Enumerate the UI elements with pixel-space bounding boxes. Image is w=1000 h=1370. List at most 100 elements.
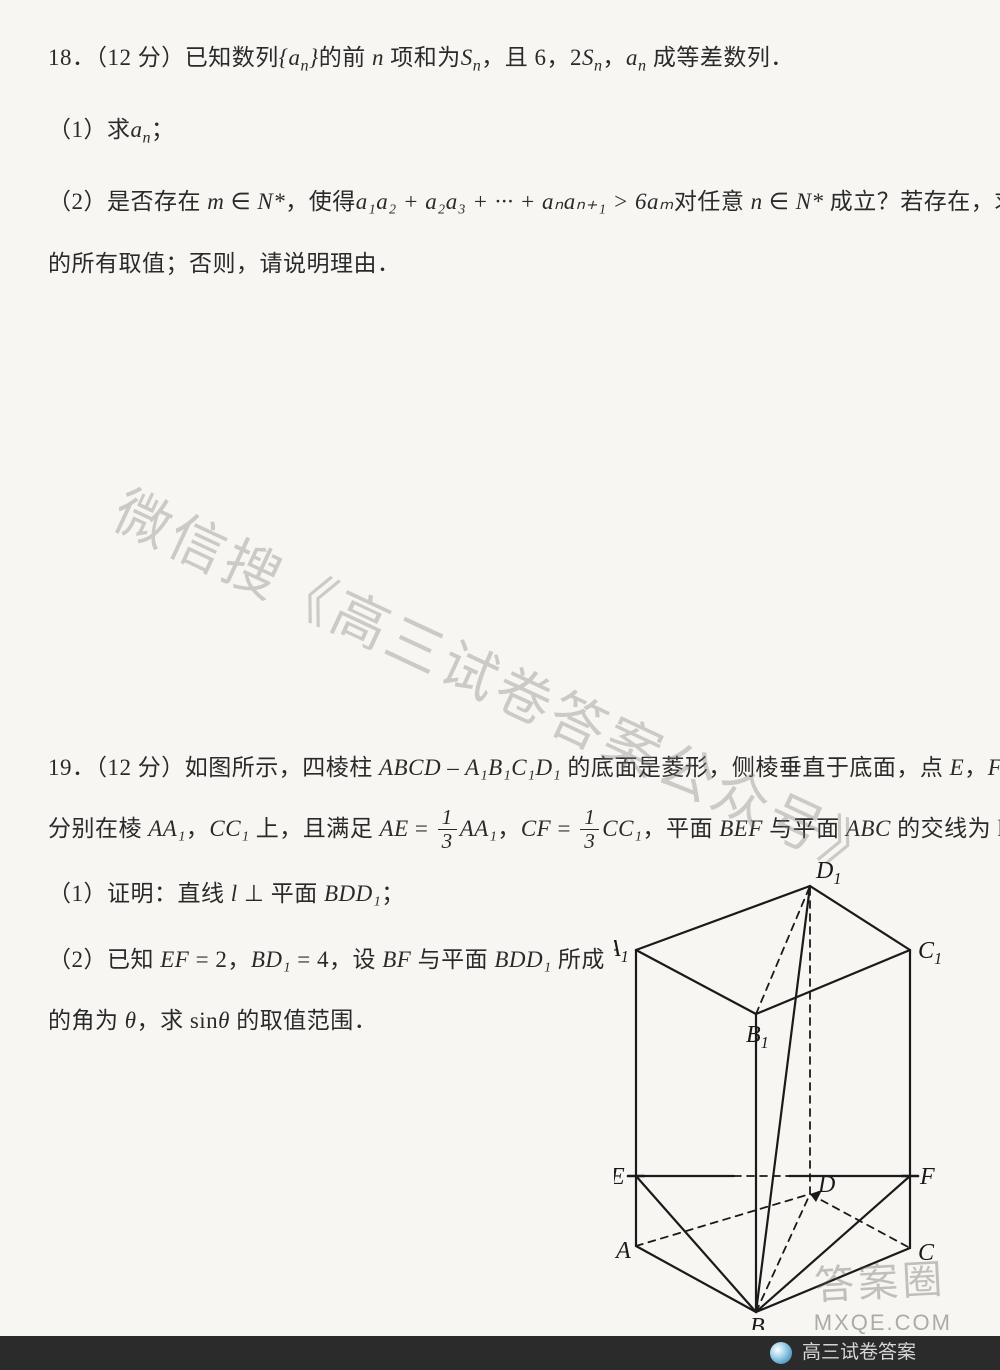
q18-Nstar2: N*	[796, 189, 824, 214]
q18-S-sub: n	[473, 58, 482, 75]
q19-CC1: CC₁	[209, 816, 249, 841]
q18-a2-sub: n	[638, 58, 647, 75]
q18-seq-sub: n	[300, 58, 309, 75]
svg-text:D: D	[817, 1172, 835, 1198]
q19-eq3: = 2，	[189, 947, 250, 972]
q19-p2-pre: （2）已知	[48, 947, 160, 972]
q19-frac1-num: 1	[438, 806, 457, 829]
q19-ABC: ABC	[846, 816, 891, 841]
q19-E: E	[950, 755, 965, 780]
mxqe-watermark: MXQE.COM	[814, 1310, 952, 1336]
q19-prism-name: ABCD – A₁B₁C₁D₁	[379, 755, 561, 780]
q19-header-pre: 19．（12 分）如图所示，四棱柱	[48, 755, 379, 780]
q18-S: S	[461, 45, 473, 70]
q18-a2: a	[626, 45, 638, 70]
q19-p2-l2-pre: 的角为	[48, 1008, 125, 1033]
q19-BF: BF	[382, 947, 411, 972]
q19-EF: EF	[160, 947, 189, 972]
q19-p2-mid1: 与平面	[411, 947, 494, 972]
q18-mid3: ，且 6，2	[481, 45, 582, 70]
q19-l2-mid2: ，	[497, 816, 521, 841]
svg-text:A: A	[614, 1238, 631, 1264]
q18-mid4: ，	[603, 45, 627, 70]
q19-AA1b: AA₁	[460, 816, 498, 841]
q19-p2-mid2: 所成	[552, 947, 605, 972]
q18-header-pre: 18．（12 分）已知数列	[48, 45, 279, 70]
q19-l: l	[231, 881, 238, 906]
q19-p1-end: ；	[381, 881, 405, 906]
q19-p1-pre: （1）证明：直线	[48, 881, 231, 906]
q18-n2: n	[751, 189, 763, 214]
q19-p2-l2-mid: ，求 sin	[137, 1008, 219, 1033]
q18-p1-a: a	[131, 117, 143, 142]
q19-eq4: = 4，设	[291, 947, 382, 972]
q19-eq2: =	[551, 816, 577, 841]
svg-text:A1: A1	[614, 936, 629, 966]
q19-header-line2: 分别在棱 AA₁，CC₁ 上，且满足 AE = 13AA₁，CF = 13CC₁…	[48, 807, 952, 853]
exam-page: 微信搜《高三试卷答案公众号》 18．（12 分）已知数列{an}的前 n 项和为…	[0, 0, 1000, 1370]
q18-part2-line2: 的所有取值；否则，请说明理由．	[48, 242, 952, 286]
q19-BD1: BD₁	[251, 947, 291, 972]
q18-seq-a: a	[288, 45, 300, 70]
q18-p1-sub: n	[143, 130, 152, 147]
avatar-icon	[770, 1342, 792, 1364]
svg-text:F: F	[919, 1164, 935, 1190]
q18-p1-end: ；	[151, 117, 175, 142]
q18-mid2: 项和为	[384, 45, 461, 70]
q18-S2: S	[582, 45, 594, 70]
q18-p2-mid1: ，使得	[285, 189, 356, 214]
q18-part1: （1）求an；	[48, 108, 952, 154]
q18-end: 成等差数列．	[647, 45, 794, 70]
q19-CC1b: CC₁	[602, 816, 642, 841]
bottom-bar-text: 高三试卷答案	[802, 1336, 916, 1370]
q18-Nstar: N*	[257, 189, 285, 214]
q18-mid1: 的前	[319, 45, 372, 70]
q19-theta2: θ	[218, 1008, 230, 1033]
q19-CF: CF	[521, 816, 551, 841]
q18-n: n	[372, 45, 384, 70]
q18-S2-sub: n	[594, 58, 603, 75]
svg-text:B: B	[750, 1314, 765, 1330]
q18-in: ∈	[224, 189, 257, 214]
q19-BEF: BEF	[719, 816, 763, 841]
q19-frac2-den: 3	[580, 830, 599, 852]
q19-F: F	[988, 755, 1000, 780]
q19-l2-mid4: 与平面	[763, 816, 846, 841]
q18-p2-mid3: 成立？若存在，求	[824, 189, 1000, 214]
q19-frac1-den: 3	[438, 830, 457, 852]
svg-text:E: E	[614, 1164, 625, 1190]
q19-l2-mid3: ，平面	[642, 816, 719, 841]
svg-text:C1: C1	[918, 938, 942, 968]
q19-plane1: 平面	[271, 881, 324, 906]
q19-header-mid1: 的底面是菱形，侧棱垂直于底面，点	[561, 755, 950, 780]
q19-AE: AE	[380, 816, 409, 841]
q18-part2-line1: （2）是否存在 m ∈ N*，使得a₁a₂ + a₂a₃ + ··· + aₙa…	[48, 180, 952, 224]
q19-perp: ⊥	[238, 881, 271, 906]
q19-theta: θ	[125, 1008, 137, 1033]
corner-watermark: 答案圈	[813, 1247, 948, 1312]
q19-frac1: 13	[438, 806, 457, 851]
q18-sum: a₁a₂ + a₂a₃ + ··· + aₙaₙ₊₁ > 6aₘ	[356, 189, 674, 214]
q19-l2-end: 的交线为 l．	[891, 816, 1000, 841]
q18-in2: ∈	[763, 189, 796, 214]
q19-header-line1: 19．（12 分）如图所示，四棱柱 ABCD – A₁B₁C₁D₁ 的底面是菱形…	[48, 746, 952, 790]
q19-p2-l2-end: 的取值范围．	[230, 1008, 377, 1033]
q19-BDD1: BDD₁	[324, 881, 381, 906]
q19-frac2: 13	[580, 806, 599, 851]
q19-comma: ，	[964, 755, 988, 780]
q18-p2-pre: （2）是否存在	[48, 189, 207, 214]
q19-AA1: AA₁	[148, 816, 186, 841]
q19-l2-pre: 分别在棱	[48, 816, 148, 841]
q18-p1-pre: （1）求	[48, 117, 131, 142]
bottom-bar: 高三试卷答案	[0, 1336, 1000, 1370]
q19-l2-mid1: 上，且满足	[250, 816, 380, 841]
svg-text:B1: B1	[746, 1022, 769, 1052]
svg-text:D1: D1	[815, 858, 842, 888]
q19-comma2: ，	[186, 816, 210, 841]
q18-p2-mid2: 对任意	[674, 189, 751, 214]
q19-eq: =	[409, 816, 435, 841]
q19-BDD1b: BDD₁	[494, 947, 551, 972]
q18-m: m	[207, 189, 224, 214]
q18-header: 18．（12 分）已知数列{an}的前 n 项和为Sn，且 6，2Sn，an 成…	[48, 36, 952, 82]
q19-frac2-num: 1	[580, 806, 599, 829]
